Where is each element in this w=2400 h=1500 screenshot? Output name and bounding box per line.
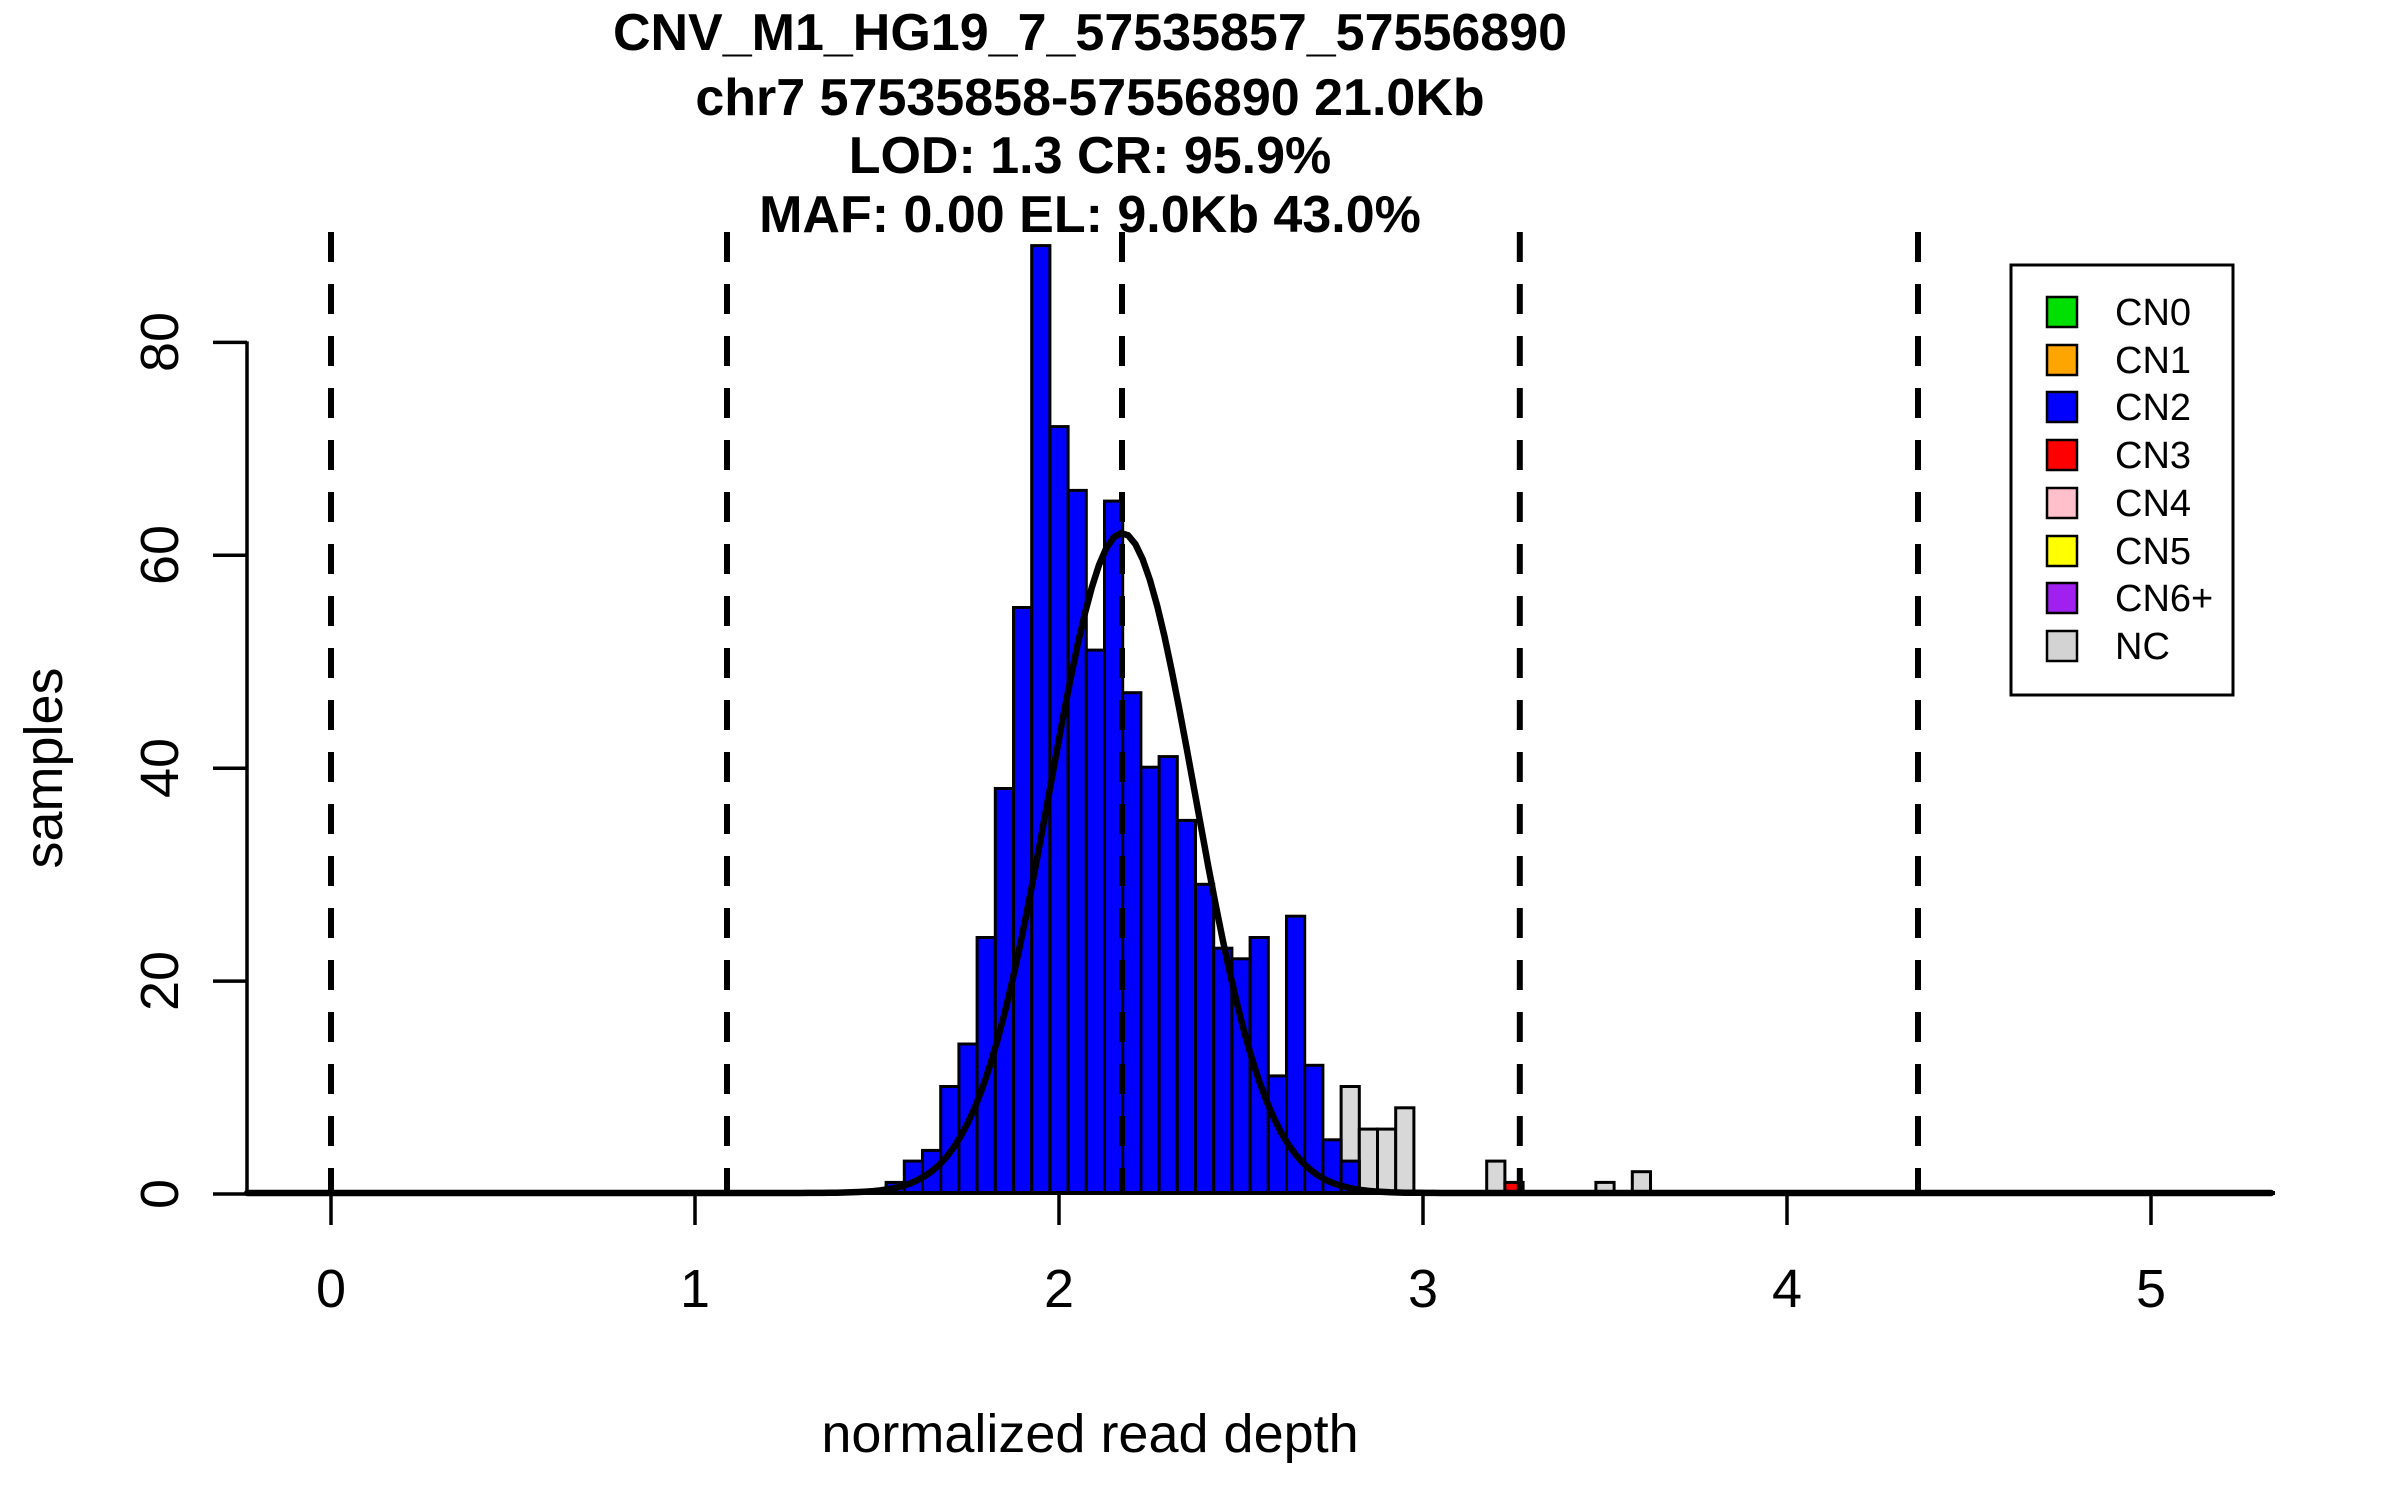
copy-number-expected-lines — [328, 232, 1921, 1193]
legend-swatch-nc — [2045, 629, 2079, 663]
legend-swatch-cn6plus — [2045, 581, 2079, 615]
x-tick-label-4: 4 — [1772, 1259, 1802, 1319]
histogram-bar-nc — [1485, 1159, 1507, 1195]
legend-item-cn3: CN3 — [2045, 435, 2191, 477]
legend-swatch-cn0 — [2045, 295, 2079, 329]
x-tick-label-2: 2 — [1044, 1259, 1074, 1319]
histogram-bar-nc — [1376, 1127, 1398, 1195]
histogram-bar-cn2 — [1175, 818, 1198, 1195]
legend-swatch-cn2 — [2045, 390, 2079, 424]
x-tick-label-5: 5 — [2136, 1259, 2166, 1319]
x-tick-label-3: 3 — [1408, 1259, 1438, 1319]
title-line-2: chr7 57535858-57556890 21.0Kb — [695, 69, 1484, 127]
legend-label-cn2: CN2 — [2115, 387, 2191, 429]
title-line-3: LOD: 1.3 CR: 95.9% — [849, 127, 1332, 185]
y-tick-label-0: 0 — [130, 1179, 190, 1209]
histogram-bar-cn2 — [1030, 244, 1052, 1195]
legend: CN0 CN1 CN2 CN3 CN4 CN5 — [2009, 263, 2235, 697]
legend-swatch-cn5 — [2045, 534, 2079, 568]
legend-label-cn0: CN0 — [2115, 292, 2191, 334]
x-tick-label-1: 1 — [680, 1259, 710, 1319]
legend-item-nc: NC — [2045, 626, 2170, 668]
legend-swatch-cn3 — [2045, 438, 2079, 472]
x-tick-labels: 0 1 2 3 4 5 — [316, 1259, 2166, 1319]
legend-swatch-cn4 — [2045, 486, 2079, 520]
histogram-bar-cn2 — [1139, 765, 1161, 1195]
x-axis-label: normalized read depth — [821, 1404, 1358, 1464]
plot-title: CNV_M1_HG19_7_57535857_57556890 chr7 575… — [613, 4, 1567, 244]
histogram-bar-cn2 — [1066, 488, 1088, 1195]
histogram-bars — [884, 244, 1653, 1195]
legend-label-cn4: CN4 — [2115, 483, 2191, 525]
title-line-1: CNV_M1_HG19_7_57535857_57556890 — [613, 4, 1567, 62]
y-tick-label-80: 80 — [130, 312, 190, 372]
legend-label-cn1: CN1 — [2115, 340, 2191, 382]
legend-label-cn5: CN5 — [2115, 531, 2191, 573]
legend-item-cn6plus: CN6+ — [2045, 578, 2213, 620]
y-tick-label-60: 60 — [130, 525, 190, 585]
histogram-bar-cn2 — [1084, 648, 1107, 1195]
title-line-4: MAF: 0.00 EL: 9.0Kb 43.0% — [759, 186, 1421, 244]
axes — [213, 340, 2275, 1225]
histogram-bar-nc — [1394, 1106, 1416, 1195]
legend-item-cn4: CN4 — [2045, 483, 2191, 525]
histogram-bar-cn2 — [1194, 882, 1216, 1195]
legend-item-cn5: CN5 — [2045, 531, 2191, 573]
y-tick-label-40: 40 — [130, 738, 190, 798]
legend-label-cn6plus: CN6+ — [2115, 578, 2213, 620]
histogram-bar-cn2 — [1157, 755, 1179, 1195]
legend-label-nc: NC — [2115, 626, 2170, 668]
histogram-bar-cn2 — [1048, 425, 1070, 1195]
histogram-bar-nc — [1357, 1127, 1380, 1195]
histogram-bar-cn2 — [1121, 691, 1143, 1195]
y-tick-label-20: 20 — [130, 951, 190, 1011]
legend-label-cn3: CN3 — [2115, 435, 2191, 477]
y-tick-labels: 0 20 40 60 80 — [130, 312, 190, 1209]
y-axis-label: samples — [14, 667, 74, 868]
legend-box — [2009, 263, 2235, 697]
legend-item-cn0: CN0 — [2045, 292, 2191, 334]
x-tick-label-0: 0 — [316, 1259, 346, 1319]
legend-item-cn2: CN2 — [2045, 387, 2191, 429]
histogram-bar-cn2 — [1212, 946, 1234, 1195]
legend-swatch-cn1 — [2045, 343, 2079, 377]
legend-item-cn1: CN1 — [2045, 340, 2191, 382]
